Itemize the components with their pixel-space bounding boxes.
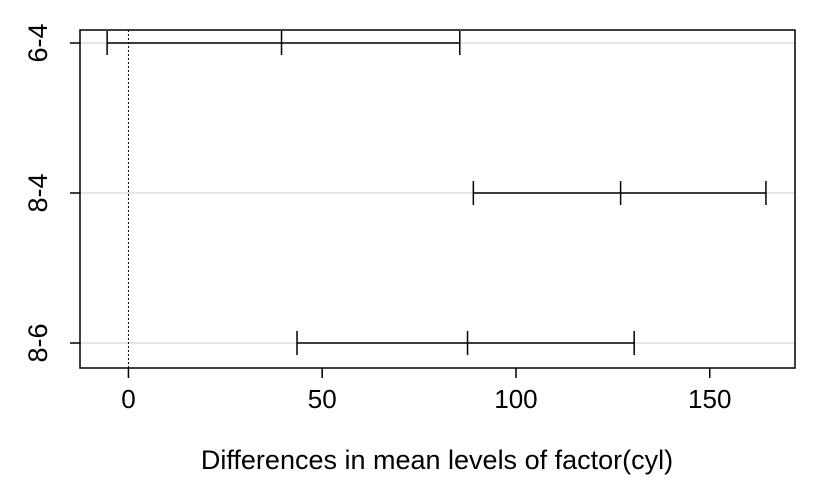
y-tick-label-8-4: 8-4: [23, 173, 53, 212]
x-tick-label-150: 150: [688, 384, 731, 414]
ci-6-4: [106, 31, 461, 55]
ci-8-4: [472, 181, 767, 205]
x-axis: 0 50 100 150: [121, 368, 731, 414]
plot-frame: [79, 29, 796, 369]
y-axis: 6-4 8-4 8-6: [23, 23, 80, 363]
x-axis-title: Differences in mean levels of factor(cyl…: [201, 445, 673, 475]
y-tick-label-6-4: 6-4: [23, 23, 53, 62]
x-tick-label-100: 100: [494, 384, 537, 414]
confidence-intervals: [106, 31, 767, 355]
y-tick-label-8-6: 8-6: [23, 323, 53, 362]
x-tick-label-50: 50: [308, 384, 337, 414]
ci-8-6: [296, 331, 635, 355]
x-tick-label-0: 0: [121, 384, 135, 414]
